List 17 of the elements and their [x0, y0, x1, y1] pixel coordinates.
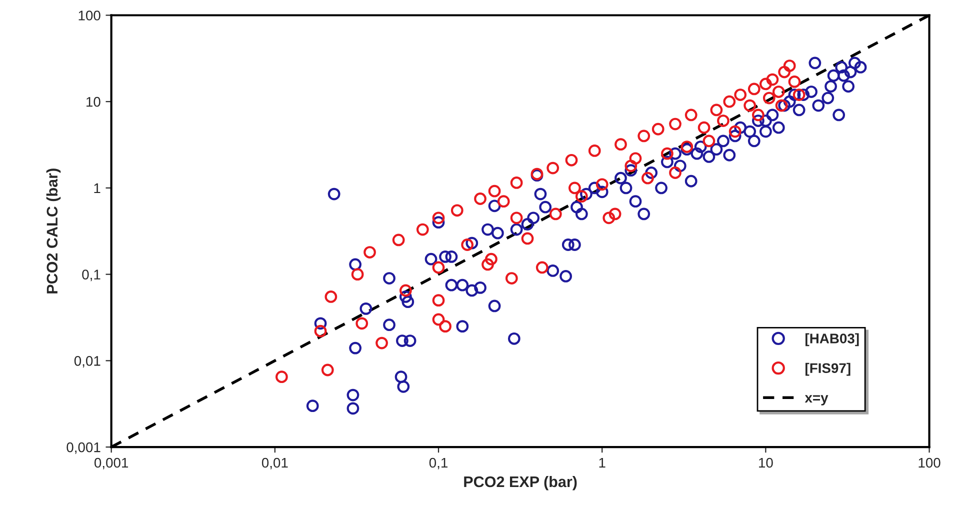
y-tick-label: 0,1 — [82, 270, 100, 282]
x-tick-label: 100 — [918, 458, 940, 468]
x-tick-label: 0,01 — [262, 458, 288, 470]
y-tick-label: 1 — [94, 183, 100, 193]
legend-label: [FIS97] — [806, 362, 850, 376]
x-tick-label: 0,1 — [429, 458, 448, 470]
legend-label: x=y — [804, 395, 828, 406]
y-tick-label: 0,01 — [74, 356, 100, 368]
x-tick-label: 0,001 — [94, 458, 128, 470]
x-tick-label: 1 — [599, 458, 606, 468]
y-tick-label: 0,001 — [66, 442, 100, 454]
legend-label: [HAB03] — [806, 333, 859, 346]
y-tick-label: 100 — [78, 10, 100, 20]
x-axis-title: PCO2 EXP (bar) — [464, 476, 577, 490]
x-tick-label: 10 — [759, 458, 773, 468]
y-axis-title: PCO2 CALC (bar) — [46, 168, 61, 294]
y-tick-label: 10 — [86, 96, 100, 107]
